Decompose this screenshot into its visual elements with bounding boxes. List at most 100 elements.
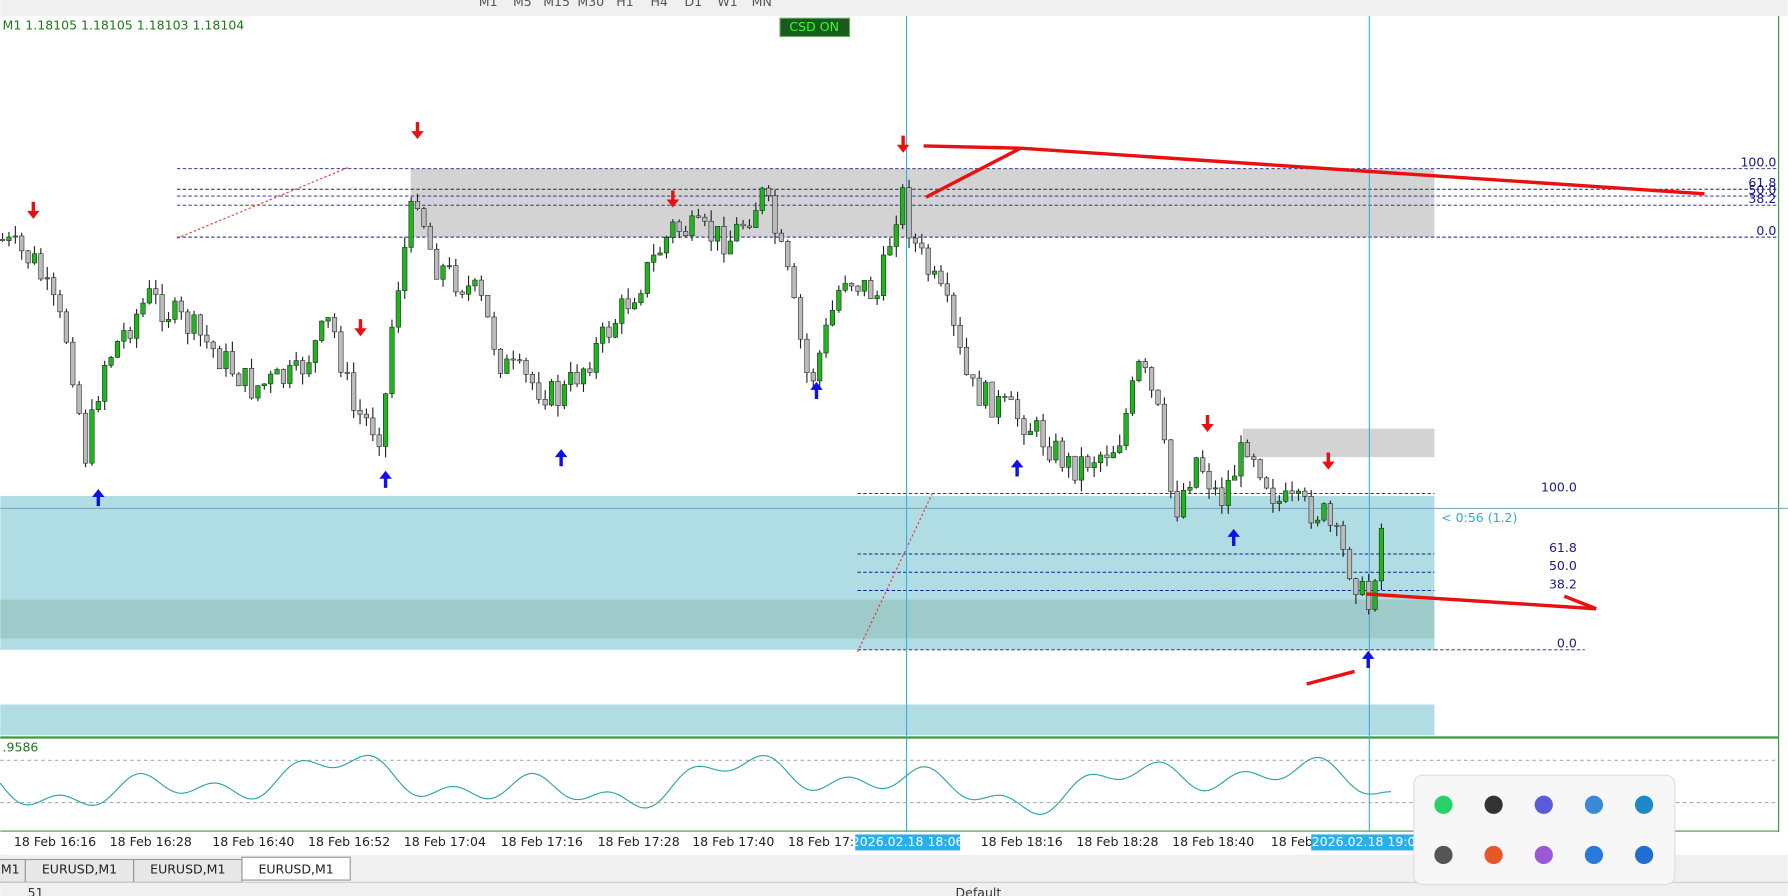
candle-body [1187, 487, 1193, 491]
tray-icon[interactable] [1484, 795, 1503, 814]
candle-body [12, 235, 18, 238]
fib-label: 50.0 [1549, 558, 1577, 573]
candle-body [31, 253, 38, 264]
timeframe-button[interactable]: M30 [577, 0, 604, 9]
candle-body [1244, 442, 1250, 458]
timeframe-button[interactable]: D1 [685, 0, 703, 9]
candle-body [708, 220, 714, 242]
candle-body [389, 326, 395, 394]
candle-body [995, 396, 1001, 418]
candle-body [383, 393, 389, 447]
candle-body [76, 384, 82, 414]
candle-body [912, 237, 918, 244]
candle-body [229, 351, 235, 375]
candle-body [38, 253, 44, 280]
buy-arrow [92, 489, 105, 507]
candle-body [491, 316, 497, 350]
candle-body [57, 294, 63, 313]
candle-body [1040, 420, 1046, 448]
tray-icon[interactable] [1484, 845, 1503, 865]
tray-icon[interactable] [1534, 795, 1553, 814]
candle-body [970, 374, 976, 379]
candle-body [925, 247, 931, 275]
tray-icon[interactable] [1584, 795, 1604, 814]
candle-body [676, 221, 682, 232]
candle-body [880, 254, 887, 296]
candle-body [497, 348, 504, 374]
candle-body [568, 372, 574, 385]
candle-body [134, 313, 140, 339]
candle-body [1027, 430, 1033, 436]
candle-body [893, 224, 899, 247]
candle-body [1263, 477, 1270, 489]
candle-body [612, 323, 618, 338]
candle-body [823, 324, 829, 354]
csd-badge[interactable] [779, 17, 851, 38]
time-label: 18 Feb 17:04 [404, 834, 486, 849]
timeframe-button[interactable]: MN [752, 0, 772, 9]
signals [27, 121, 1375, 669]
chart-tab-label[interactable]: EURUSD,M1 [150, 861, 225, 876]
tray-icon[interactable] [1434, 845, 1453, 865]
candle-body [619, 298, 625, 324]
candle-body [734, 223, 740, 242]
candle-body [121, 330, 127, 342]
candle-body [280, 369, 287, 384]
timeframe-button[interactable]: M1 [479, 0, 498, 9]
timeframe-button[interactable]: W1 [717, 0, 737, 9]
candle-body [702, 216, 708, 222]
candle-body [1085, 456, 1091, 468]
candle-body [753, 210, 759, 228]
fib-label: 61.8 [1549, 540, 1577, 555]
timeframe-button[interactable]: H4 [650, 0, 667, 9]
csd-badge-label[interactable]: CSD ON [789, 19, 839, 34]
tray-icon[interactable] [1584, 845, 1604, 865]
candle-body [363, 413, 369, 419]
tray-icon[interactable] [1634, 795, 1654, 814]
candle-body [312, 340, 318, 363]
chart-tab[interactable] [241, 856, 351, 881]
timeframe-button[interactable]: H1 [616, 0, 633, 9]
candle-body [300, 360, 306, 375]
candle-body [1002, 396, 1008, 398]
tray-icon[interactable] [1434, 795, 1453, 814]
tray-icon[interactable] [1634, 845, 1654, 865]
tray-popup [1413, 774, 1676, 886]
candle-body [453, 265, 459, 293]
chart-tab-label[interactable]: ,M1 [0, 861, 20, 876]
candle-body [778, 232, 784, 242]
candle-body [440, 265, 446, 280]
candle-body [1225, 479, 1231, 506]
timeframe-button[interactable]: M5 [513, 0, 532, 9]
candle-body [1206, 471, 1212, 490]
candle-body [766, 187, 772, 196]
candle-body [797, 297, 804, 340]
candle-body [1046, 446, 1053, 461]
timeframe-button[interactable]: M15 [543, 0, 570, 9]
candle-body [185, 311, 191, 334]
chart-tab-label[interactable]: EURUSD,M1 [42, 861, 117, 876]
crosshair-time: 2026.02.18 19:0 [1312, 834, 1416, 849]
fib-label: 100.0 [1541, 479, 1577, 494]
candle-body [663, 237, 670, 254]
time-label: 18 Feb 16:52 [308, 834, 390, 849]
candle-body [587, 368, 593, 373]
candle-body [1321, 503, 1327, 521]
candle-body [976, 377, 982, 406]
candle-body [932, 270, 938, 275]
candle-body [1257, 459, 1263, 479]
candle-body [6, 236, 12, 241]
candle-body [1097, 454, 1104, 463]
supply-zone [410, 168, 1435, 238]
tray-icon[interactable] [1534, 845, 1553, 865]
candle-body [1315, 519, 1321, 524]
candle-body [165, 319, 172, 322]
chart-tab-label[interactable]: EURUSD,M1 [258, 861, 333, 876]
candle-body [197, 314, 204, 336]
candle-body [472, 279, 478, 287]
candle-body [957, 324, 963, 348]
candle-body [255, 385, 261, 399]
candle-body [210, 341, 216, 350]
sell-arrow [411, 121, 424, 140]
candle-body [178, 300, 184, 313]
